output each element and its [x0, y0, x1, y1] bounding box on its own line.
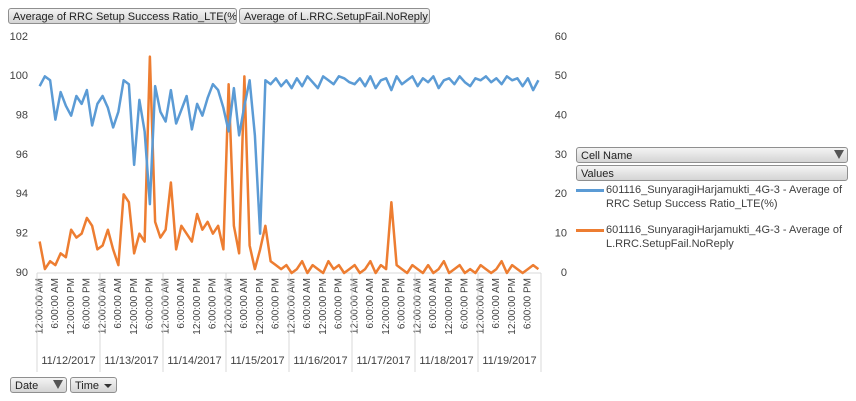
y-tick-label: 100: [10, 70, 28, 82]
y-tick-label: 90: [16, 267, 28, 279]
date-label: 11/12/2017: [41, 355, 95, 367]
y2-tick-label: 20: [555, 188, 567, 200]
x-tick-label: 6:00:00 PM: [145, 278, 156, 329]
y2-tick-label: 40: [555, 110, 567, 122]
date-label: 11/17/2017: [356, 355, 410, 367]
legend-swatch: [576, 189, 604, 192]
y2-tick-label: 10: [555, 228, 567, 240]
x-tick-label: 12:00:00 PM: [255, 278, 266, 335]
y2-tick-label: 30: [555, 149, 567, 161]
y2-tick-label: 50: [555, 70, 567, 82]
series-line: [38, 75, 540, 235]
date-label: 11/15/2017: [230, 355, 284, 367]
legend-entry: 601116_SunyaragiHarjamukti_4G-3 - Averag…: [606, 224, 843, 250]
button-text: Time: [75, 380, 100, 392]
axis-field-button[interactable]: Date: [10, 377, 67, 393]
legend-entry: 601116_SunyaragiHarjamukti_4G-3 - Averag…: [606, 184, 843, 210]
x-tick-label: 6:00:00 PM: [460, 278, 471, 329]
x-tick-label: 12:00:00 AM: [223, 278, 234, 334]
y-tick-label: 98: [16, 110, 28, 122]
date-label: 11/14/2017: [167, 355, 221, 367]
filter-icon: [53, 380, 63, 389]
series-line: [38, 55, 540, 275]
x-tick-label: 12:00:00 PM: [444, 278, 455, 335]
date-label: 11/18/2017: [419, 355, 473, 367]
value-field-button[interactable]: Average of RRC Setup Success Ratio_LTE(%…: [8, 8, 237, 24]
legend-swatch: [576, 229, 604, 232]
x-tick-label: 12:00:00 PM: [66, 278, 77, 335]
button-text: Date: [15, 380, 39, 392]
y-tick-label: 94: [16, 188, 28, 200]
y-tick-label: 102: [10, 31, 28, 43]
x-tick-label: 12:00:00 PM: [129, 278, 140, 335]
y2-tick-label: 60: [555, 31, 567, 43]
x-tick-label: 12:00:00 PM: [381, 278, 392, 335]
y-tick-label: 92: [16, 228, 28, 240]
x-tick-label: 12:00:00 AM: [34, 278, 45, 334]
x-tick-label: 12:00:00 AM: [160, 278, 171, 334]
date-label: 11/19/2017: [482, 355, 536, 367]
x-tick-label: 6:00:00 PM: [82, 278, 93, 329]
x-tick-label: 6:00:00 AM: [365, 278, 376, 329]
filter-icon: [834, 150, 844, 159]
x-tick-label: 12:00:00 AM: [286, 278, 297, 334]
x-tick-label: 12:00:00 AM: [475, 278, 486, 334]
value-field-button[interactable]: Average of L.RRC.SetupFail.NoReply: [239, 8, 430, 24]
x-tick-label: 6:00:00 AM: [50, 278, 61, 329]
y-tick-label: 96: [16, 149, 28, 161]
x-tick-label: 6:00:00 AM: [302, 278, 313, 329]
date-label: 11/16/2017: [293, 355, 347, 367]
axis-field-button[interactable]: Time: [70, 377, 117, 393]
x-tick-label: 6:00:00 PM: [523, 278, 534, 329]
x-tick-label: 12:00:00 PM: [192, 278, 203, 335]
legend-field-button[interactable]: Cell Name: [576, 147, 848, 163]
button-text: Cell Name: [581, 150, 633, 162]
x-tick-label: 6:00:00 PM: [397, 278, 408, 329]
date-label: 11/13/2017: [104, 355, 158, 367]
x-tick-label: 6:00:00 PM: [208, 278, 219, 329]
x-tick-label: 6:00:00 PM: [334, 278, 345, 329]
x-tick-label: 12:00:00 AM: [412, 278, 423, 334]
x-tick-label: 12:00:00 PM: [318, 278, 329, 335]
x-tick-label: 12:00:00 PM: [507, 278, 518, 335]
x-tick-label: 6:00:00 AM: [239, 278, 250, 329]
y2-tick-label: 0: [561, 267, 567, 279]
x-tick-label: 6:00:00 AM: [113, 278, 124, 329]
x-tick-label: 6:00:00 AM: [176, 278, 187, 329]
x-tick-label: 6:00:00 AM: [428, 278, 439, 329]
x-tick-label: 12:00:00 AM: [349, 278, 360, 334]
x-tick-label: 6:00:00 AM: [491, 278, 502, 329]
x-tick-label: 6:00:00 PM: [271, 278, 282, 329]
dropdown-arrow: [104, 384, 112, 388]
x-tick-label: 12:00:00 AM: [97, 278, 108, 334]
legend-field-button[interactable]: Values: [576, 165, 848, 181]
